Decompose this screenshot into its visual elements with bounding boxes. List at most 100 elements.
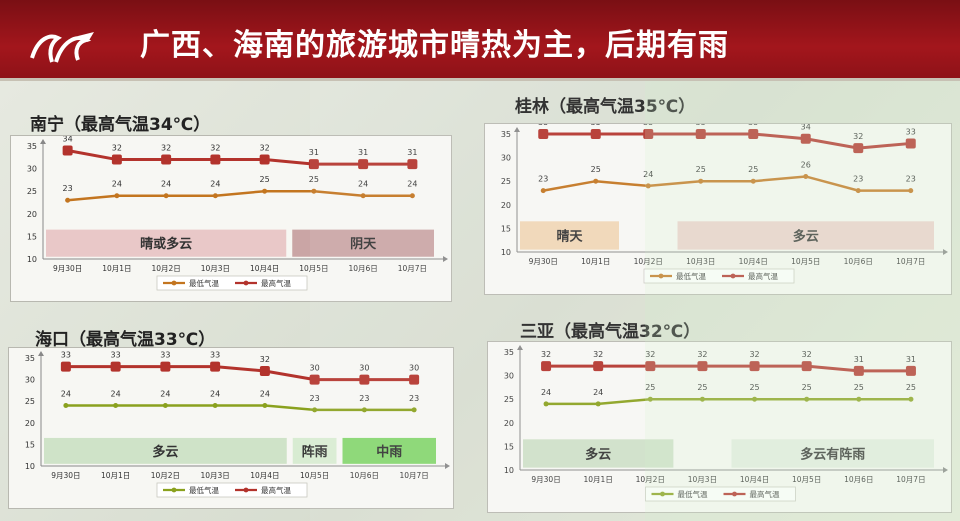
x-tick-label: 10月5日 — [791, 257, 820, 266]
data-point — [161, 154, 172, 165]
data-label: 24 — [358, 180, 368, 189]
chart-title-sanya: 三亚（最高气温32℃） — [520, 322, 701, 342]
data-label: 31 — [854, 355, 864, 364]
data-point — [62, 145, 73, 156]
data-point — [162, 403, 168, 409]
y-tick-label: 30 — [27, 165, 37, 174]
data-point — [210, 361, 221, 372]
data-label: 24 — [210, 390, 220, 399]
series-line — [546, 397, 911, 406]
data-label: 32 — [697, 350, 707, 359]
data-label: 32 — [260, 144, 270, 153]
weather-band-label: 晴天 — [556, 228, 583, 244]
data-point — [65, 197, 71, 203]
data-label: 32 — [749, 350, 759, 359]
x-tick-label: 10月7日 — [896, 475, 925, 484]
data-point — [800, 133, 811, 144]
data-label: 34 — [63, 136, 73, 144]
data-point — [543, 401, 549, 407]
cma-logo-icon — [30, 32, 94, 63]
data-label: 31 — [906, 355, 916, 364]
series-line — [543, 132, 911, 150]
data-point — [856, 396, 862, 402]
legend-marker — [660, 491, 665, 497]
data-label: 23 — [409, 394, 419, 403]
x-tick-label: 9月30日 — [53, 264, 82, 273]
legend-box — [643, 268, 795, 284]
y-tick-label: 20 — [25, 419, 35, 428]
y-tick-label: 15 — [25, 440, 35, 449]
x-tick-label: 10月1日 — [584, 475, 613, 484]
data-point — [855, 188, 861, 194]
x-axis-arrow-icon — [943, 249, 948, 255]
data-point — [804, 396, 810, 402]
data-point — [908, 188, 914, 194]
data-point — [60, 361, 71, 372]
data-point — [359, 374, 370, 385]
data-label: 31 — [309, 148, 319, 157]
data-point — [853, 365, 864, 376]
data-point — [111, 154, 122, 165]
data-label: 30 — [310, 364, 320, 373]
data-label: 26 — [801, 160, 811, 169]
data-label: 25 — [854, 383, 864, 392]
data-label: 32 — [112, 144, 122, 153]
data-point — [212, 193, 218, 199]
data-label: 31 — [407, 148, 417, 157]
data-point — [699, 396, 705, 402]
data-point — [695, 129, 706, 139]
y-tick-label: 15 — [27, 232, 37, 241]
x-tick-label: 10月7日 — [399, 471, 428, 480]
data-point — [411, 407, 417, 413]
data-point — [259, 154, 270, 165]
data-label: 35 — [591, 124, 601, 127]
data-label: 23 — [63, 184, 73, 193]
data-label: 24 — [61, 390, 71, 399]
y-tick-label: 15 — [501, 224, 511, 233]
data-point — [590, 129, 601, 139]
data-label: 24 — [593, 388, 603, 397]
data-point — [905, 365, 916, 376]
y-tick-label: 25 — [25, 397, 35, 406]
data-point — [698, 178, 704, 184]
x-tick-label: 10月5日 — [792, 475, 821, 484]
data-label: 23 — [359, 394, 369, 403]
x-tick-label: 10月4日 — [739, 257, 768, 266]
x-tick-label: 9月30日 — [529, 257, 558, 266]
x-tick-label: 10月4日 — [250, 471, 279, 480]
data-label: 23 — [538, 175, 548, 184]
weather-band — [523, 439, 674, 468]
chart-title-haikou: 海口（最高气温33℃） — [35, 330, 216, 350]
y-tick-label: 25 — [27, 187, 37, 196]
data-point — [262, 403, 268, 409]
x-tick-label: 10月6日 — [844, 475, 873, 484]
y-tick-label: 10 — [504, 466, 514, 475]
data-point — [114, 193, 120, 199]
data-point — [801, 361, 812, 372]
data-label: 32 — [645, 350, 655, 359]
weather-band-label: 晴或多云 — [140, 236, 192, 252]
data-point — [595, 401, 601, 407]
data-point — [853, 143, 864, 154]
data-point — [309, 374, 320, 385]
data-point — [748, 129, 759, 139]
data-label: 23 — [310, 394, 320, 403]
y-tick-label: 10 — [25, 462, 35, 471]
data-label: 24 — [643, 170, 653, 179]
data-label: 32 — [541, 350, 551, 359]
data-point — [63, 403, 69, 409]
chart-panel-haikou: 10 15 20 25 30 35 多云 阵雨 中雨 9月30日 10月1日 10月2日 10月3日 10… — [8, 347, 454, 509]
data-point — [360, 193, 366, 199]
legend-label: 最高气温 — [750, 489, 780, 499]
x-tick-label: 10月6日 — [350, 471, 379, 480]
data-label: 35 — [696, 124, 706, 127]
x-tick-label: 10月6日 — [844, 257, 873, 266]
weather-band-label: 阵雨 — [302, 444, 328, 460]
data-point — [212, 403, 218, 409]
series-line — [543, 175, 911, 192]
data-label: 34 — [801, 124, 811, 132]
y-tick-label: 25 — [501, 177, 511, 186]
chart-nanning: 10 15 20 25 30 35 晴或多云 阴天 9月30日 10月1日 10月2日 10月3日 10… — [27, 135, 448, 291]
x-tick-label: 10月6日 — [348, 264, 377, 273]
weather-band — [342, 437, 436, 464]
